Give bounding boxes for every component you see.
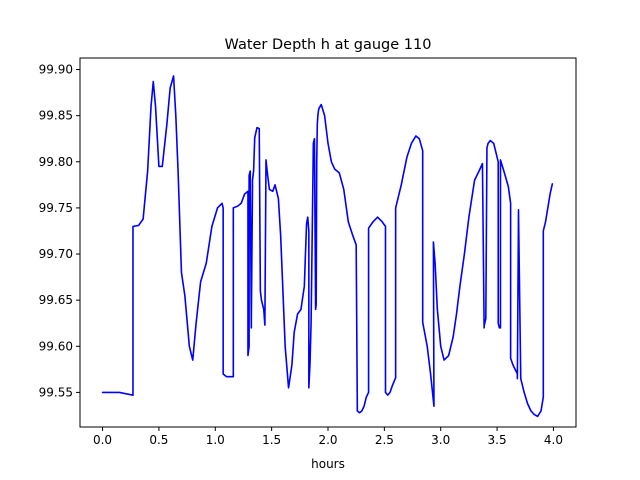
plot-frame <box>79 57 577 428</box>
x-tick-label: 3.5 <box>488 433 507 447</box>
x-tick-label: 3.0 <box>431 433 450 447</box>
x-tick-label: 2.0 <box>318 433 337 447</box>
plot-area <box>101 75 554 418</box>
x-axis: 0.0 0.5 1.0 1.5 2.0 2.5 3.0 3.5 4.0 <box>93 427 563 447</box>
x-tick-label: 1.5 <box>262 433 281 447</box>
x-axis-label: hours <box>311 457 345 471</box>
y-tick-label: 99.65 <box>39 293 73 307</box>
y-tick-label: 99.55 <box>39 385 73 399</box>
x-tick-label: 2.5 <box>375 433 394 447</box>
chart-title: Water Depth h at gauge 110 <box>225 37 432 53</box>
y-tick-label: 99.90 <box>39 63 73 77</box>
x-tick-label: 4.0 <box>544 433 563 447</box>
y-tick-label: 99.85 <box>39 109 73 123</box>
y-tick-label: 99.70 <box>39 247 73 261</box>
y-axis: 99.55 99.60 99.65 99.70 99.75 99.80 99.85 99.90 <box>39 63 80 399</box>
x-tick-label: 0.0 <box>93 433 112 447</box>
x-tick-label: 1.0 <box>206 433 225 447</box>
x-tick-label: 0.5 <box>149 433 168 447</box>
series-line-0 <box>101 75 554 418</box>
y-tick-label: 99.75 <box>39 201 73 215</box>
y-tick-label: 99.80 <box>39 155 73 169</box>
y-tick-label: 99.60 <box>39 339 73 353</box>
